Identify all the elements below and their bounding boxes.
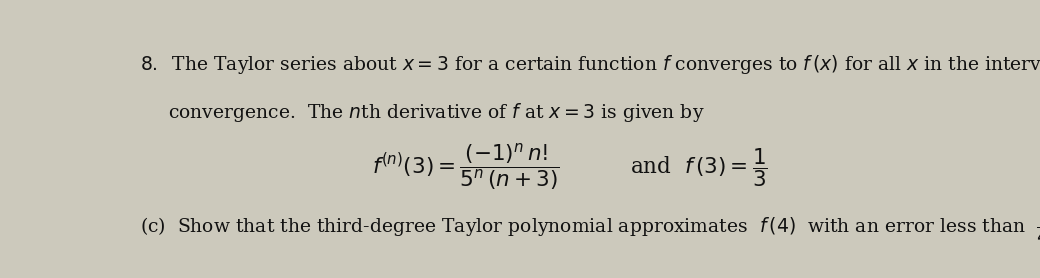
Text: (c)  Show that the third-degree Taylor polynomial approximates  $f\,(4)$  with a: (c) Show that the third-degree Taylor po… <box>139 208 1040 246</box>
Text: convergence.  The $n$th derivative of $f$ at $x = 3$ is given by: convergence. The $n$th derivative of $f$… <box>167 101 704 124</box>
Text: $8.\;\;$The Taylor series about $x = 3$ for a certain function $f$ converges to : $8.\;\;$The Taylor series about $x = 3$ … <box>139 53 1040 76</box>
Text: and  $f\,(3) = \dfrac{1}{3}$: and $f\,(3) = \dfrac{1}{3}$ <box>630 146 768 188</box>
Text: $f^{(n)}(3) = \dfrac{(-1)^n\, n!}{5^n\,(n+3)}$: $f^{(n)}(3) = \dfrac{(-1)^n\, n!}{5^n\,(… <box>372 142 560 193</box>
